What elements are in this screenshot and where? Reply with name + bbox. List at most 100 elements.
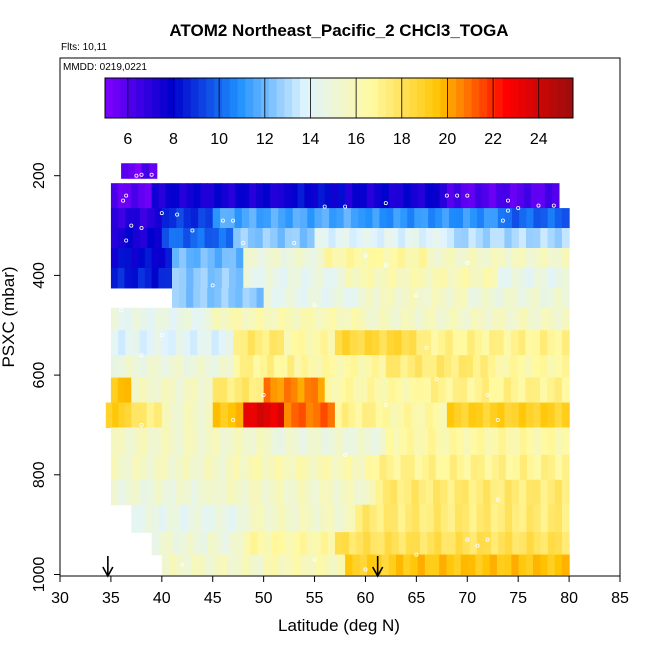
heatmap-cell	[473, 355, 481, 379]
heatmap-cell	[554, 427, 563, 456]
heatmap-cell	[447, 504, 456, 533]
heatmap-cell	[322, 554, 331, 576]
heatmap-cell	[369, 504, 378, 533]
colorbar-cell	[385, 78, 395, 118]
heatmap-cell	[354, 479, 363, 506]
heatmap-cell	[390, 504, 399, 533]
heatmap-cell	[258, 247, 267, 269]
heatmap-cell	[198, 402, 207, 429]
heatmap-cell	[547, 479, 556, 506]
heatmap-cell	[169, 402, 177, 429]
heatmap-cell	[504, 208, 513, 229]
heatmap-cell	[285, 554, 294, 576]
heatmap-cell	[524, 355, 533, 379]
heatmap-cell	[438, 287, 447, 309]
heatmap-cell	[190, 554, 199, 576]
heatmap-cell	[183, 208, 192, 229]
heatmap-cell	[374, 183, 383, 209]
heatmap-cell	[446, 402, 455, 429]
heatmap-cell	[482, 554, 491, 576]
sample-point	[139, 422, 144, 427]
heatmap-cell	[458, 355, 467, 379]
heatmap-cell	[233, 330, 241, 356]
x-tick-label: 85	[611, 590, 629, 607]
heatmap-cell	[240, 454, 248, 481]
heatmap-cell	[198, 307, 207, 331]
colorbar-cell	[214, 78, 223, 118]
heatmap-cell	[146, 402, 155, 429]
heatmap-cell	[526, 307, 535, 331]
heatmap-cell	[418, 479, 427, 506]
heatmap-cell	[256, 427, 265, 456]
heatmap-cell	[512, 267, 520, 289]
heatmap-cell	[460, 330, 468, 356]
heatmap-cell	[475, 228, 484, 249]
heatmap-cell	[204, 355, 213, 379]
heatmap-cell	[533, 504, 542, 533]
heatmap-cell	[490, 247, 499, 269]
heatmap-cell	[270, 427, 279, 456]
heatmap-cell	[193, 267, 202, 289]
heatmap-cell	[281, 454, 290, 481]
heatmap-cell	[154, 307, 163, 331]
heatmap-cell	[518, 554, 527, 576]
heatmap-cell	[324, 377, 333, 404]
colorbar-cell	[471, 78, 480, 118]
heatmap-cell	[476, 504, 485, 533]
heatmap-cell	[428, 307, 437, 331]
colorbar-cell	[245, 78, 254, 118]
heatmap-cell	[525, 554, 534, 576]
heatmap-cell	[204, 454, 213, 481]
heatmap-cell	[394, 330, 403, 356]
heatmap-cell	[301, 355, 309, 379]
colorbar-tick-label: 16	[347, 131, 365, 148]
heatmap-cell	[533, 267, 542, 289]
heatmap-cell	[179, 247, 187, 269]
heatmap-cell	[212, 402, 221, 429]
heatmap-cell	[378, 355, 387, 379]
heatmap-cell	[504, 228, 513, 249]
heatmap-cell	[395, 377, 403, 404]
heatmap-cell	[445, 330, 454, 356]
heatmap-cell	[236, 532, 244, 556]
heatmap-cell	[399, 427, 408, 456]
sample-point	[485, 392, 490, 397]
heatmap-cell	[248, 479, 256, 506]
heatmap-cell	[377, 532, 386, 556]
heatmap-cell	[183, 402, 192, 429]
heatmap-cell	[154, 355, 162, 379]
heatmap-cell	[117, 183, 126, 209]
heatmap-cell	[335, 228, 344, 249]
heatmap-cell	[233, 454, 241, 481]
heatmap-cell	[317, 183, 326, 209]
y-axis-label: PSXC (mbar)	[0, 266, 18, 367]
heatmap-cell	[470, 307, 479, 331]
heatmap-cell	[140, 228, 148, 249]
heatmap-cell	[421, 307, 430, 331]
heatmap-cell	[480, 355, 489, 379]
heatmap-cell	[300, 554, 309, 576]
heatmap-cell	[455, 247, 463, 269]
colorbar-cell	[534, 78, 543, 118]
heatmap-cell	[225, 355, 234, 379]
colorbar-cell	[206, 78, 215, 118]
heatmap-cell	[277, 402, 285, 429]
heatmap-cell	[110, 247, 119, 269]
heatmap-cell	[321, 208, 330, 229]
heatmap-cell	[118, 330, 126, 356]
heatmap-cell	[235, 402, 244, 429]
heatmap-cell	[460, 377, 468, 404]
heatmap-cell	[257, 532, 266, 556]
heatmap-cell	[257, 504, 265, 533]
heatmap-cell	[253, 355, 261, 379]
colorbar-cell	[151, 78, 161, 118]
heatmap-cell	[440, 479, 448, 506]
heatmap-cell	[218, 355, 227, 379]
heatmap-cell	[249, 377, 257, 404]
heatmap-cell	[498, 532, 506, 556]
colorbar-tick-label: 22	[484, 131, 502, 148]
heatmap-cell	[554, 228, 563, 249]
chart-title: ATOM2 Northeast_Pacific_2 CHCl3_TOGA	[169, 21, 508, 40]
heatmap-cell	[532, 287, 541, 309]
heatmap-cell	[463, 427, 472, 456]
